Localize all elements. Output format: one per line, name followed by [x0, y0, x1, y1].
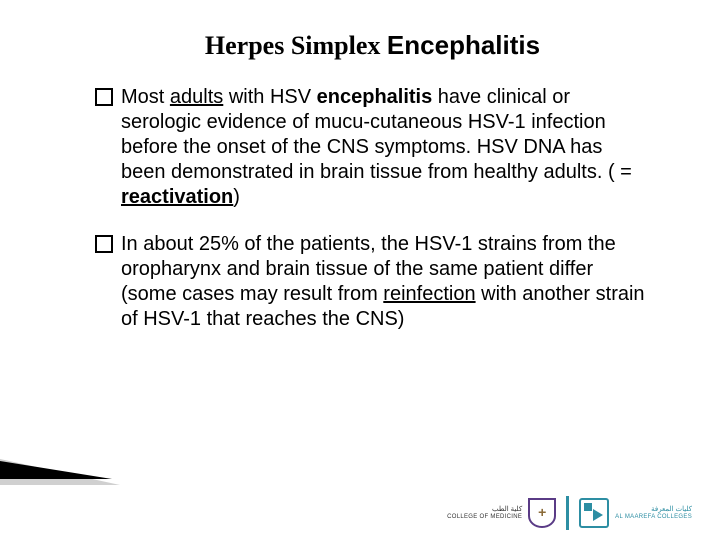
- bullet-marker-icon: [95, 88, 113, 106]
- logo-divider: [566, 496, 569, 530]
- text-run: with HSV: [223, 86, 316, 108]
- accent-triangle-front: [0, 461, 112, 479]
- college-of-medicine-logo: كلية الطب COLLEGE OF MEDICINE: [447, 498, 556, 528]
- text-run: encephalitis: [317, 86, 438, 108]
- title-part2: Encephalitis: [387, 30, 540, 60]
- book-icon: [579, 498, 609, 528]
- bullet-marker-icon: [95, 235, 113, 253]
- corner-accent: [0, 453, 120, 485]
- bullet-item: In about 25% of the patients, the HSV-1 …: [95, 232, 650, 332]
- logo1-ar: كلية الطب: [447, 506, 522, 514]
- slide: Herpes Simplex Encephalitis Most adults …: [0, 0, 720, 540]
- slide-title: Herpes Simplex Encephalitis: [95, 30, 650, 61]
- bullet-text: Most adults with HSV encephalitis have c…: [121, 85, 650, 210]
- text-run: reinfection: [383, 283, 475, 305]
- al-maarefa-logo: كليات المعرفة AL MAAREFA COLLEGES: [579, 498, 692, 528]
- text-run: adults: [170, 86, 223, 108]
- logo2-en: AL MAAREFA COLLEGES: [615, 514, 692, 521]
- logo2-text: كليات المعرفة AL MAAREFA COLLEGES: [615, 506, 692, 520]
- bullet-item: Most adults with HSV encephalitis have c…: [95, 85, 650, 210]
- title-part1: Herpes Simplex: [205, 31, 381, 60]
- shield-icon: [528, 498, 556, 528]
- text-run: Most: [121, 86, 170, 108]
- logo1-text: كلية الطب COLLEGE OF MEDICINE: [447, 506, 522, 520]
- logo2-ar: كليات المعرفة: [615, 506, 692, 514]
- bullet-list: Most adults with HSV encephalitis have c…: [95, 85, 650, 332]
- text-run: ): [233, 186, 240, 208]
- bullet-text: In about 25% of the patients, the HSV-1 …: [121, 232, 650, 332]
- text-run: reactivation: [121, 186, 233, 208]
- footer-logos: كلية الطب COLLEGE OF MEDICINE كليات المع…: [447, 496, 692, 530]
- logo1-en: COLLEGE OF MEDICINE: [447, 514, 522, 521]
